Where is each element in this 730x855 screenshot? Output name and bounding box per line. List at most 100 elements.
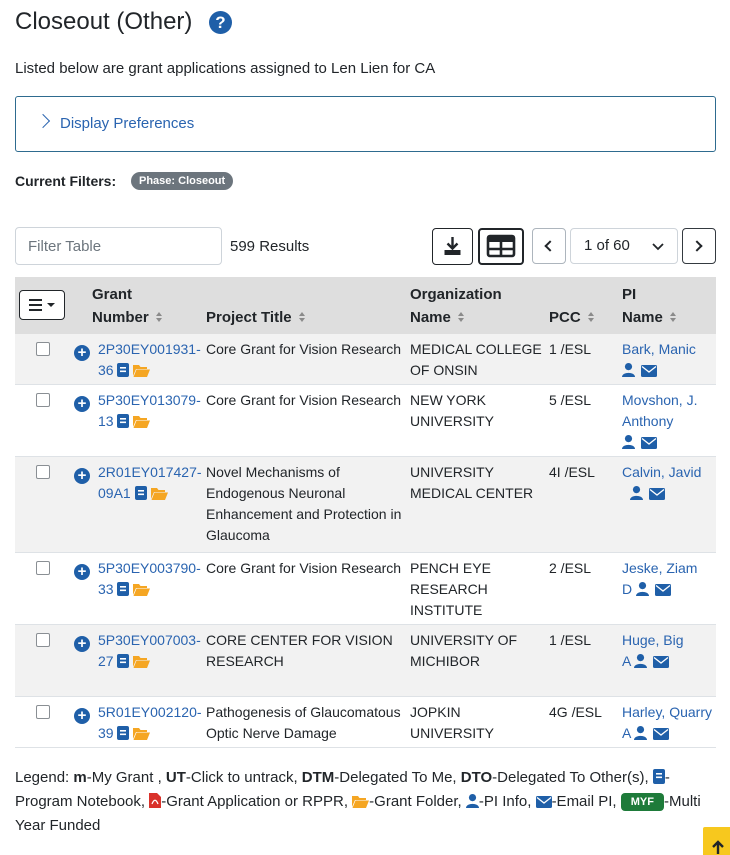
scroll-to-top-button[interactable] (703, 827, 730, 855)
grant-number-suffix[interactable]: 33 (98, 581, 114, 597)
page-subtitle: Listed below are grant applications assi… (15, 60, 436, 77)
pi-cell: Harley, Quarry A (622, 702, 718, 744)
user-icon[interactable] (636, 582, 650, 596)
display-preferences-label: Display Preferences (60, 115, 195, 132)
organization-name: MEDICAL COLLEGE OF ONSIN (410, 341, 542, 378)
pi-cell: Huge, Big A (622, 630, 718, 672)
pi-name-link[interactable]: A (622, 725, 631, 741)
pcc-value: 2 /ESL (549, 560, 592, 576)
row-checkbox[interactable] (36, 705, 50, 719)
user-icon[interactable] (622, 435, 635, 449)
envelope-icon[interactable] (641, 365, 657, 377)
project-title: Core Grant for Vision Research (206, 392, 402, 408)
column-header-pcc[interactable]: PCC (549, 306, 595, 329)
user-icon[interactable] (634, 654, 648, 668)
grant-number-suffix[interactable]: 36 (98, 362, 114, 378)
column-header-project-title[interactable]: Project Title (206, 306, 306, 329)
notebook-icon[interactable] (117, 582, 130, 596)
row-checkbox[interactable] (36, 465, 50, 479)
row-checkbox[interactable] (36, 393, 50, 407)
user-icon[interactable] (634, 726, 648, 740)
column-header-pi-name[interactable]: PI Name (622, 283, 677, 329)
pi-name-link[interactable]: Movshon, J. (622, 392, 698, 408)
table-row: +5P30EY007003- 27 CORE CENTER FOR VISION R… (15, 625, 716, 697)
plus-circle-icon[interactable]: + (74, 396, 90, 412)
plus-circle-icon[interactable]: + (74, 345, 90, 361)
notebook-icon[interactable] (134, 486, 147, 500)
grant-number-suffix[interactable]: 27 (98, 653, 114, 669)
pcc-value: 1 /ESL (549, 341, 592, 357)
folder-icon[interactable] (133, 415, 151, 428)
table-row: +5P30EY003790- 33 Core Grant for Vision R… (15, 553, 716, 625)
folder-icon[interactable] (133, 364, 151, 377)
pi-cell: Bark, Manic (622, 339, 718, 381)
arrow-up-icon (712, 840, 724, 854)
grant-number-suffix[interactable]: 09A1 (98, 485, 131, 501)
folder-icon[interactable] (133, 727, 151, 740)
envelope-icon[interactable] (653, 656, 670, 668)
pi-name-link[interactable]: Jeske, Ziam (622, 560, 698, 576)
folder-icon[interactable] (133, 655, 151, 668)
column-header-organization-name[interactable]: Organization Name (410, 286, 502, 326)
user-icon[interactable] (622, 363, 635, 377)
grant-number-link[interactable]: 5P30EY013079- (98, 392, 201, 408)
sort-icon (457, 312, 464, 322)
grant-number-suffix[interactable]: 13 (98, 413, 114, 429)
pi-name-link[interactable]: A (622, 653, 631, 669)
grant-number-link[interactable]: 2R01EY017427- (98, 464, 202, 480)
plus-circle-icon[interactable]: + (74, 468, 90, 484)
pi-name-link[interactable]: Harley, Quarry (622, 704, 712, 720)
column-menu-button[interactable] (19, 290, 65, 320)
question-circle-icon[interactable]: ? (209, 11, 232, 34)
column-header-grant-number[interactable]: Grant Number (92, 283, 163, 329)
folder-icon[interactable] (133, 583, 151, 596)
envelope-icon[interactable] (655, 584, 672, 596)
display-preferences-panel[interactable]: Display Preferences (15, 96, 716, 152)
filter-table-input[interactable] (15, 227, 222, 265)
notebook-icon[interactable] (117, 363, 130, 377)
pdf-icon (149, 793, 162, 808)
row-checkbox[interactable] (36, 561, 50, 575)
pi-name-link[interactable]: Anthony (622, 413, 674, 429)
next-page-button[interactable] (682, 228, 716, 264)
sort-icon (587, 312, 594, 322)
row-checkbox[interactable] (36, 633, 50, 647)
envelope-icon[interactable] (641, 437, 657, 449)
user-icon[interactable] (630, 486, 643, 500)
pi-name-link[interactable]: Bark, Manic (622, 341, 696, 357)
column-view-button[interactable] (478, 228, 524, 265)
table-header: Grant Number Project Title Organization … (15, 277, 716, 334)
envelope-icon[interactable] (649, 488, 665, 500)
plus-circle-icon[interactable]: + (74, 564, 90, 580)
grant-number-suffix[interactable]: 39 (98, 725, 114, 741)
grant-number-link[interactable]: 5R01EY002120- (98, 704, 202, 720)
pi-name-link[interactable]: Huge, Big (622, 632, 684, 648)
grant-number-link[interactable]: 5P30EY003790- (98, 560, 201, 576)
download-button[interactable] (432, 228, 473, 265)
results-count: 599 Results (230, 238, 310, 255)
notebook-icon[interactable] (117, 654, 130, 668)
pi-name-link[interactable]: D (622, 581, 633, 597)
plus-circle-icon[interactable]: + (74, 636, 90, 652)
current-filters-label: Current Filters: (15, 173, 117, 189)
pi-name-link[interactable]: Calvin, Javid (622, 464, 702, 480)
grant-number-link[interactable]: 5P30EY007003- (98, 632, 201, 648)
pi-cell: Calvin, Javid (622, 462, 718, 504)
folder-icon[interactable] (150, 487, 168, 500)
menu-icon (29, 299, 55, 311)
page-select-value: 1 of 60 (584, 237, 630, 254)
pcc-value: 1 /ESL (549, 632, 592, 648)
previous-page-button[interactable] (532, 228, 566, 264)
grid-icon (486, 234, 516, 258)
project-title: CORE CENTER FOR VISION RESEARCH (206, 632, 393, 669)
page-select[interactable]: 1 of 60 (570, 228, 678, 264)
notebook-icon[interactable] (117, 414, 130, 428)
notebook-icon[interactable] (117, 726, 130, 740)
row-checkbox[interactable] (36, 342, 50, 356)
project-title: Core Grant for Vision Research (206, 560, 402, 576)
envelope-icon[interactable] (653, 728, 670, 740)
chevron-right-icon (691, 240, 703, 252)
filter-badge-phase: Phase: Closeout (131, 172, 234, 190)
grant-number-link[interactable]: 2P30EY001931- (98, 341, 201, 357)
plus-circle-icon[interactable]: + (74, 708, 90, 724)
